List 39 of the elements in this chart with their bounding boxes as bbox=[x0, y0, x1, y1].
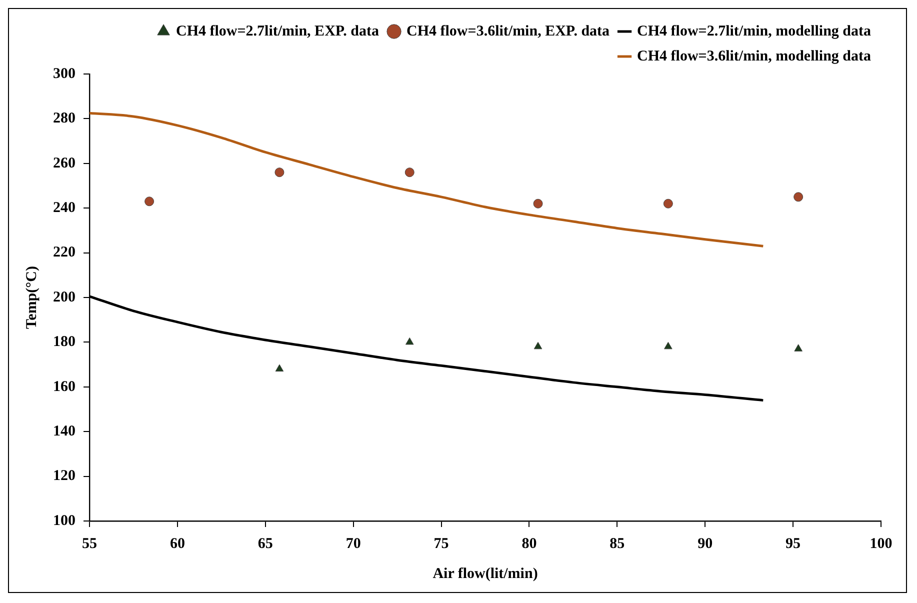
y-axis-title: Temp(°C) bbox=[24, 266, 40, 329]
x-tick-label: 75 bbox=[434, 536, 449, 552]
x-tick-label: 95 bbox=[786, 536, 801, 552]
y-tick-label: 120 bbox=[53, 468, 76, 484]
point bbox=[405, 337, 414, 345]
y-tick-label: 100 bbox=[53, 512, 76, 529]
point bbox=[533, 198, 543, 208]
legend-label: CH4 flow=2.7lit/min, EXP. data bbox=[176, 23, 380, 40]
x-tick-label: 80 bbox=[522, 536, 537, 552]
x-axis-title: Air flow(lit/min) bbox=[432, 566, 538, 582]
x-tick-label: 100 bbox=[870, 536, 892, 552]
y-tick-label: 260 bbox=[53, 155, 76, 172]
x-tick-label: 55 bbox=[82, 536, 97, 552]
y-tick-label: 300 bbox=[53, 66, 76, 82]
point bbox=[144, 196, 154, 206]
point bbox=[794, 192, 804, 202]
y-tick-label: 200 bbox=[53, 289, 76, 306]
y-tick-label: 180 bbox=[53, 334, 76, 350]
x-tick-label: 70 bbox=[346, 536, 361, 552]
x-tick-label: 60 bbox=[170, 536, 185, 552]
point bbox=[404, 168, 414, 178]
point bbox=[275, 364, 284, 372]
x-tick-label: 85 bbox=[610, 536, 625, 552]
point bbox=[534, 342, 542, 350]
point bbox=[794, 344, 802, 352]
x-tick-label: 90 bbox=[698, 536, 713, 552]
x-tick-label: 65 bbox=[258, 536, 273, 552]
line-series bbox=[90, 112, 764, 248]
y-tick-label: 280 bbox=[53, 110, 76, 127]
legend-label: CH4 flow=3.6lit/min, EXP. data bbox=[406, 23, 610, 40]
y-tick-label: 160 bbox=[53, 378, 76, 395]
y-tick-label: 140 bbox=[53, 423, 76, 440]
legend-label: CH4 flow=3.6lit/min, modelling data bbox=[637, 48, 872, 64]
point bbox=[274, 168, 284, 178]
point bbox=[663, 198, 673, 208]
y-tick-label: 220 bbox=[53, 244, 76, 261]
y-tick-label: 240 bbox=[53, 200, 76, 216]
point bbox=[664, 342, 672, 350]
legend-label: CH4 flow=2.7lit/min, modelling data bbox=[637, 23, 872, 40]
